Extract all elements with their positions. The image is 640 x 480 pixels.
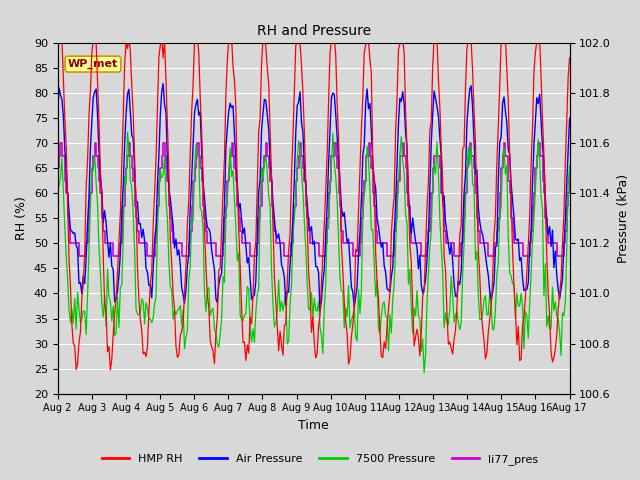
Y-axis label: RH (%): RH (%) <box>15 196 28 240</box>
Legend: HMP RH, Air Pressure, 7500 Pressure, li77_pres: HMP RH, Air Pressure, 7500 Pressure, li7… <box>97 450 543 469</box>
Text: WP_met: WP_met <box>68 59 118 69</box>
Title: RH and Pressure: RH and Pressure <box>257 24 371 38</box>
Y-axis label: Pressure (kPa): Pressure (kPa) <box>616 174 630 263</box>
X-axis label: Time: Time <box>298 419 329 432</box>
